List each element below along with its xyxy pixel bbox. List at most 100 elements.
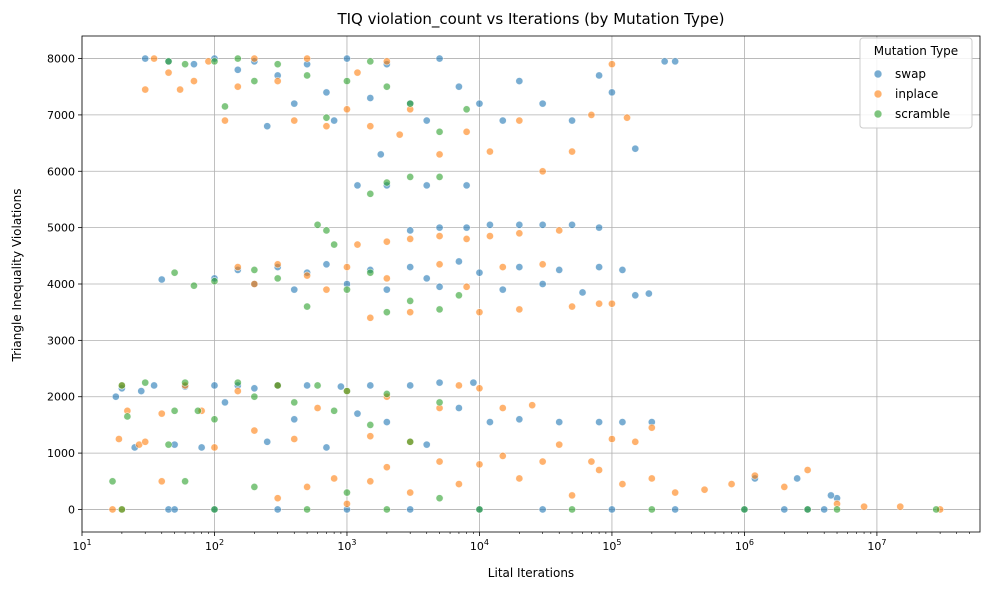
scramble-point-10: [250, 392, 259, 401]
swap-point-22: [406, 381, 415, 390]
legend-marker-swap: [873, 69, 883, 79]
inplace-point-52: [498, 263, 507, 271]
legend-marker-inplace: [873, 89, 883, 99]
inplace-point-6: [164, 68, 173, 77]
x-tick-exponent: 4: [484, 538, 489, 547]
swap-point-26: [469, 378, 478, 387]
scramble-point-57: [250, 483, 259, 491]
swap-point-106: [538, 505, 547, 514]
x-tick-exponent: 6: [749, 538, 754, 547]
swap-point-87: [578, 288, 587, 297]
swap-point-3: [137, 387, 146, 395]
swap-point-37: [233, 65, 242, 74]
swap-point-96: [515, 220, 524, 229]
scramble-point-56: [210, 505, 219, 514]
x-tick-base: 10: [337, 540, 351, 553]
swap-point-53: [475, 99, 484, 108]
scramble-point-20: [164, 57, 173, 66]
inplace-point-23: [435, 150, 444, 159]
inplace-point-90: [435, 457, 444, 466]
scramble-point-67: [833, 505, 841, 514]
inplace-point-39: [555, 226, 564, 235]
scramble-point-63: [568, 505, 576, 514]
swap-point-47: [376, 150, 385, 159]
legend-items: swap inplace scramble: [873, 67, 950, 121]
legend-box: [859, 37, 973, 129]
x-tick-label-4: 105: [602, 538, 621, 553]
scramble-point-60: [382, 505, 391, 514]
swap-point-31: [618, 418, 627, 426]
inplace-point-86: [343, 499, 351, 508]
swap-point-39: [263, 122, 272, 131]
swap-point-94: [462, 223, 471, 232]
inplace-point-59: [141, 437, 150, 446]
swap-point-79: [422, 274, 431, 283]
swap-point-92: [406, 226, 415, 235]
swap-point-60: [631, 144, 640, 153]
scramble-point-43: [330, 240, 339, 249]
inplace-point-105: [803, 466, 812, 474]
x-tick-base: 10: [470, 540, 484, 553]
grid-lines: [81, 36, 980, 532]
swap-point-110: [780, 505, 789, 514]
inplace-point-92: [475, 460, 484, 469]
inplace-point-28: [568, 147, 576, 156]
x-tick-label-0: 101: [72, 538, 91, 553]
swap-point-72: [290, 285, 299, 294]
scramble-point-59: [343, 488, 351, 497]
scramble-point-37: [210, 277, 219, 286]
x-tick-exponent: 3: [351, 538, 356, 547]
scramble-point-21: [181, 60, 189, 69]
swap-point-114: [827, 491, 835, 500]
swap-point-63: [353, 181, 362, 190]
swap-point-24: [435, 378, 444, 387]
x-tick-exponent: 1: [86, 538, 91, 547]
scramble-point-55: [181, 477, 189, 486]
scramble-point-16: [366, 421, 375, 429]
swap-point-67: [157, 275, 166, 284]
inplace-point-0: [108, 505, 117, 514]
swap-point-99: [595, 223, 603, 232]
swap-point-78: [406, 263, 415, 271]
swap-point-17: [322, 443, 331, 452]
y-tick-label-5: 5000: [47, 222, 75, 235]
swap-point-23: [422, 440, 431, 449]
swap-point-98: [568, 220, 576, 229]
inplace-point-79: [587, 457, 596, 466]
inplace-point-25: [486, 147, 494, 156]
scramble-point-40: [303, 302, 311, 311]
inplace-point-83: [273, 494, 282, 503]
swap-point-88: [595, 263, 603, 271]
inplace-point-95: [538, 457, 547, 466]
inplace-point-41: [250, 280, 259, 288]
swap-point-77: [382, 285, 391, 294]
inplace-point-101: [700, 485, 709, 494]
inplace-point-42: [273, 260, 282, 269]
inplace-point-18: [353, 68, 362, 77]
swap-point-0: [111, 392, 120, 401]
y-tick-label-6: 6000: [47, 165, 75, 178]
x-tick-base: 10: [735, 540, 749, 553]
swap-point-12: [250, 384, 259, 393]
inplace-point-85: [330, 474, 339, 483]
x-tick-label-2: 103: [337, 538, 356, 553]
inplace-point-76: [498, 404, 507, 412]
inplace-point-10: [221, 116, 229, 125]
swap-point-84: [515, 263, 524, 271]
scramble-point-45: [366, 268, 375, 277]
inplace-point-111: [157, 477, 166, 486]
swap-point-115: [793, 474, 802, 483]
y-axis-label: Triangle Inequality Violations: [10, 189, 24, 363]
scramble-point-23: [221, 102, 229, 111]
x-tick-base: 10: [602, 540, 616, 553]
legend-label-scramble: scramble: [895, 107, 950, 121]
scramble-point-34: [462, 105, 471, 114]
inplace-point-96: [568, 491, 576, 500]
scramble-point-65: [740, 505, 749, 514]
scramble-point-61: [435, 494, 444, 503]
inplace-point-81: [631, 437, 640, 446]
scramble-point-12: [290, 398, 299, 407]
swap-point-56: [538, 99, 547, 108]
scramble-point-62: [475, 505, 484, 514]
swap-point-16: [303, 381, 311, 390]
